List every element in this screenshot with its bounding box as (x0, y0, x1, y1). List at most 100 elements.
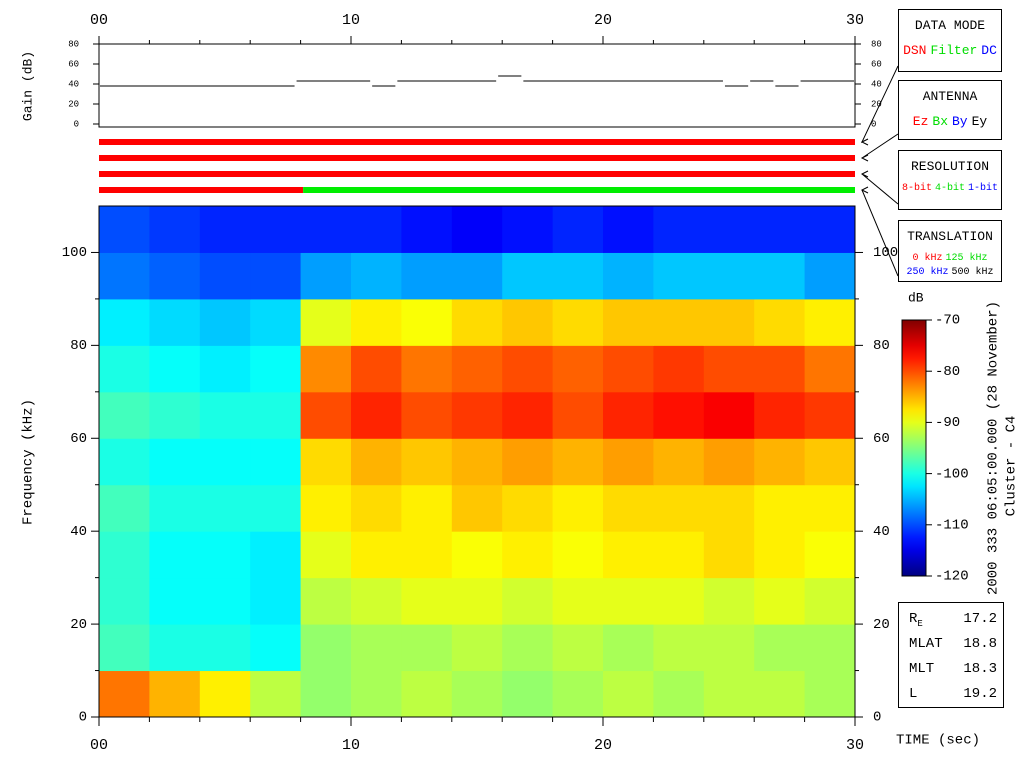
mode-legend-option: 4-bit (934, 183, 965, 194)
spectrogram-cell (300, 531, 352, 579)
spectrogram-cell (99, 345, 150, 393)
spectrogram-cell (502, 252, 554, 300)
y-tick-label: 40 (70, 524, 87, 540)
spectrogram-cell (99, 577, 150, 625)
spectrogram-cell (99, 438, 150, 486)
spectrogram-cell (149, 438, 201, 486)
spectrogram-cell (401, 484, 453, 532)
spectrogram-cell (754, 531, 806, 579)
spectrogram-cell (300, 624, 352, 672)
spectrogram-cell (653, 252, 705, 300)
spectrogram-cell (451, 577, 503, 625)
spectrogram-cell (99, 484, 150, 532)
connector (860, 186, 899, 277)
spectrogram-cell (300, 484, 352, 532)
spectrogram-cell (351, 484, 402, 532)
spectrogram-cell (149, 298, 201, 346)
spectrogram-cell (351, 624, 402, 672)
spectrogram-cell (99, 670, 150, 718)
spectrogram-cell (401, 391, 453, 439)
mode-legend-options: 0 kHz 125 kHz 250 kHz 500 kHz (899, 252, 1001, 280)
spectrogram-cell (300, 345, 352, 393)
y-tick-label: 100 (62, 245, 87, 261)
y-tick-label-right: 80 (873, 338, 890, 354)
spectrogram-cell (603, 345, 654, 393)
spectrogram-cell (250, 298, 302, 346)
x-tick-label-top: 10 (342, 12, 360, 29)
spectrogram-cell (502, 484, 554, 532)
mode-bar-segment (99, 139, 855, 145)
orbit-label: L (909, 682, 917, 707)
gain-y-tick-label-right: 40 (871, 79, 882, 89)
spectrogram-cell (603, 438, 654, 486)
orbit-box: RE 17.2 MLAT 18.8 MLT 18.3 L 19.2 (898, 602, 1004, 708)
gain-frame (98, 43, 856, 128)
spectrogram-cell (250, 577, 302, 625)
spectrogram-cell (451, 252, 503, 300)
spectrogram-cell (804, 438, 856, 486)
spectrogram-cell (502, 531, 554, 579)
mode-legend-option: By (952, 114, 968, 129)
spectrogram-cell (653, 577, 705, 625)
spectrogram-cell (703, 484, 755, 532)
spectrogram-cell (401, 531, 453, 579)
spectrogram-cell (250, 391, 302, 439)
spectrogram-cell (653, 298, 705, 346)
mode-legend-option: Ey (971, 114, 988, 129)
mode-bar-segment (99, 187, 304, 193)
spectrogram-cell (300, 206, 352, 253)
colorbar-tick-label: -100 (935, 466, 969, 482)
spectrogram-cell (351, 252, 402, 300)
spectrogram-cell (603, 577, 654, 625)
spectrogram-cell (552, 624, 604, 672)
spectrogram-cell (703, 670, 755, 718)
spectrogram-cell (99, 206, 150, 253)
orbit-label-text: L (909, 686, 918, 702)
spectrogram-cell (451, 345, 503, 393)
orbit-label-text: R (909, 611, 918, 627)
orbit-label-text: MLT (909, 661, 935, 677)
y-tick-label-right: 0 (873, 710, 881, 726)
mode-legend-title: RESOLUTION (910, 159, 989, 174)
y-tick-label: 20 (70, 617, 87, 633)
gain-y-tick-label-right: 60 (871, 59, 882, 69)
spectrogram-cell (804, 252, 856, 300)
orbit-row: RE 17.2 (909, 607, 997, 632)
spectrogram-cell (250, 484, 302, 532)
spectrogram-cell (653, 345, 705, 393)
spectrogram-cell (199, 298, 251, 346)
spectrogram-cell (351, 670, 402, 718)
spectrogram-cell (250, 624, 302, 672)
spectrogram-cell (552, 577, 604, 625)
mode-bar-segment (99, 171, 855, 177)
spectrogram-cell (703, 531, 755, 579)
orbit-value: 17.2 (963, 611, 997, 627)
orbit-label-text: MLAT (909, 636, 943, 652)
spectrogram-cell (149, 345, 201, 393)
orbit-value: 19.2 (963, 686, 997, 702)
spectrogram-cell (804, 298, 856, 346)
spectrogram-cell (300, 670, 352, 718)
spectrogram-cell (804, 624, 856, 672)
spectrogram-cell (754, 391, 806, 439)
orbit-label-sub: E (917, 618, 923, 629)
spectrogram-cell (149, 391, 201, 439)
spectrogram-cell (199, 624, 251, 672)
spectrogram-cell (603, 624, 654, 672)
spectrogram-cell (149, 577, 201, 625)
orbit-row: MLAT 18.8 (909, 632, 997, 657)
mode-legend-box: TRANSLATION 0 kHz 125 kHz 250 kHz 500 kHz (898, 220, 1002, 282)
spectrogram-cell (300, 252, 352, 300)
spectrogram-cell (451, 484, 503, 532)
connector (860, 65, 899, 146)
x-tick-label-top: 20 (594, 12, 612, 29)
colorbar-label: dB (908, 290, 924, 305)
spectrogram-cell (603, 391, 654, 439)
spectrogram-cell (99, 624, 150, 672)
header: 2000 333 06:05:00.000 (28 November) (986, 301, 1002, 595)
spectrogram-cell (451, 438, 503, 486)
spectrogram-cell (250, 438, 302, 486)
spectrogram-cell (250, 345, 302, 393)
